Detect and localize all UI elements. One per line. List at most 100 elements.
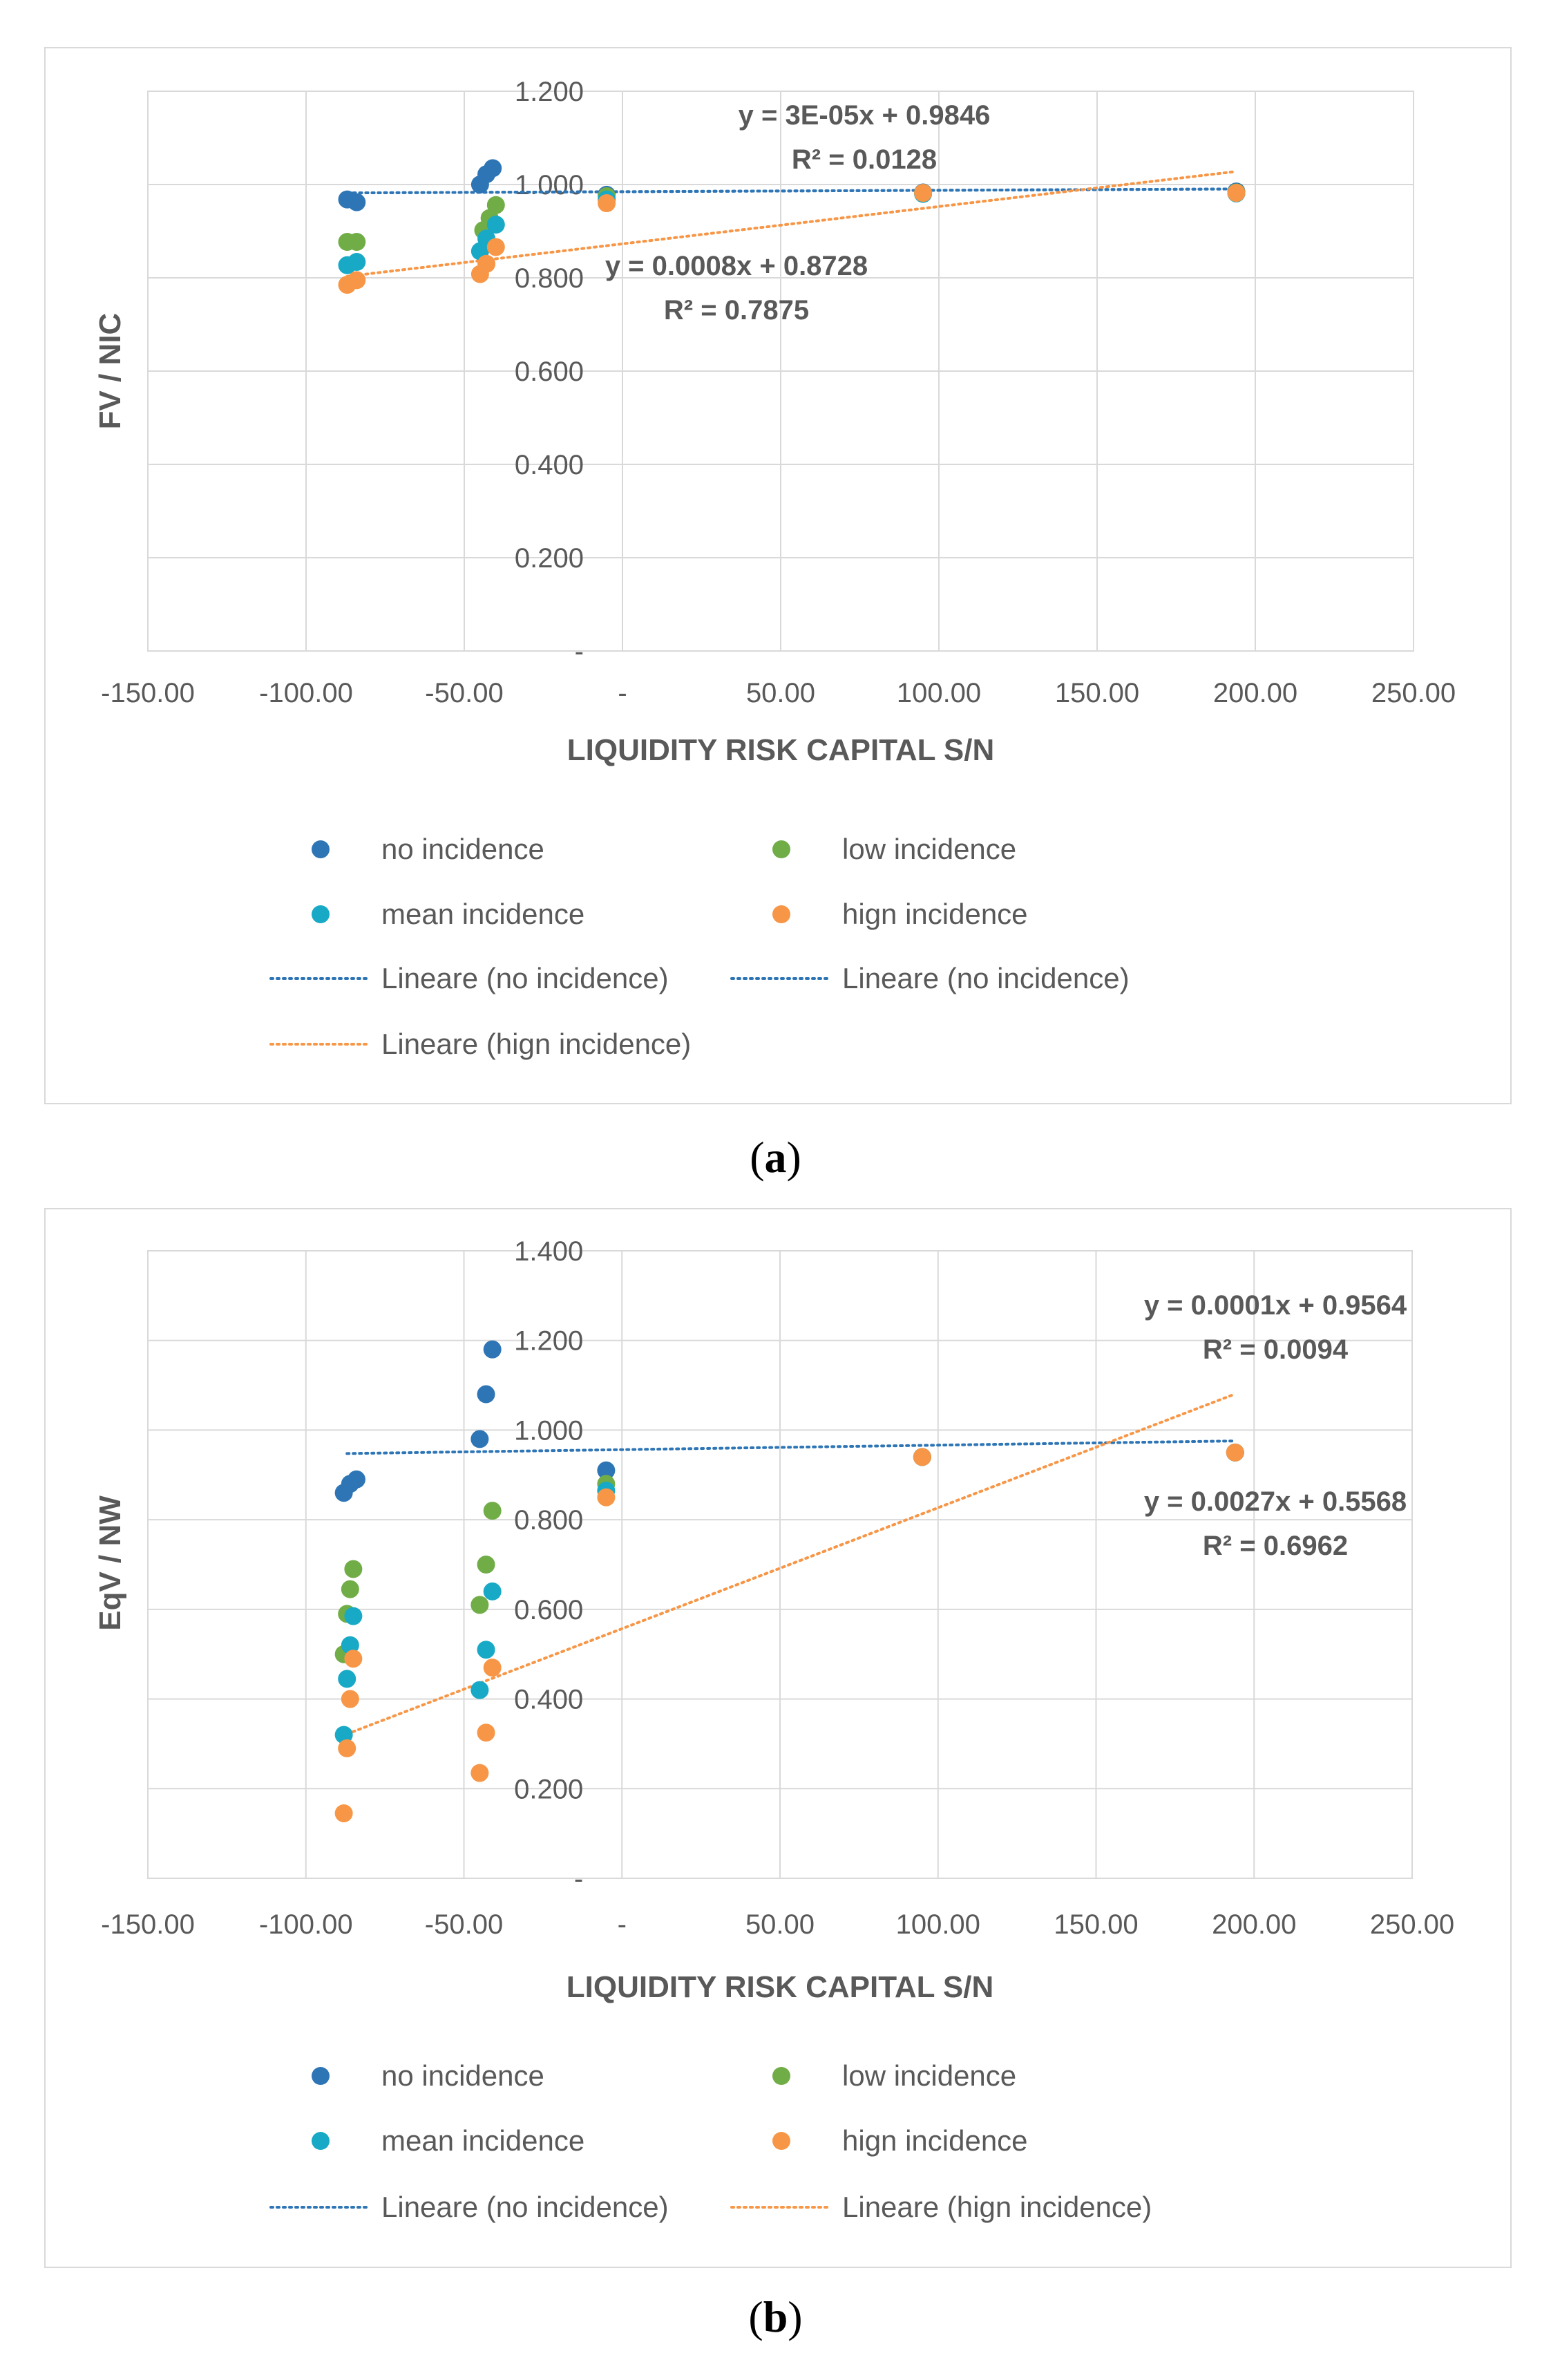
chart-b-legend-marker (312, 2132, 330, 2150)
chart-a-legend-label: Lineare (no incidence) (842, 962, 1130, 994)
chart-b-point-no-incidence (597, 1461, 616, 1480)
chart-b-x-tick-label: 200.00 (1212, 1909, 1296, 1940)
chart-a-legend-marker (772, 840, 790, 858)
chart-b-point-low-incidence (477, 1556, 495, 1574)
chart-b-point-mean-incidence (338, 1670, 356, 1688)
chart-a-point-mean-incidence (486, 216, 505, 234)
chart-b-point-mean-incidence (334, 1726, 353, 1744)
chart-a-point-no-incidence (484, 159, 502, 178)
caption-b: (b) (748, 2292, 803, 2341)
chart-b-x-tick-label: - (618, 1909, 627, 1940)
chart-b-x-tick-label: 50.00 (745, 1909, 815, 1940)
chart-b-point-hign-incidence (477, 1723, 495, 1742)
chart-a-x-tick-label: 100.00 (897, 678, 981, 708)
chart-a-y-tick-label: 0.800 (515, 263, 584, 294)
chart-b-trend-r2: R² = 0.6962 (1203, 1531, 1348, 1561)
chart-panel-b: -0.200 0.400 0.600 0.800 1.000 1.200 1.400 -150… (44, 1208, 1512, 2268)
chart-b-point-no-incidence (483, 1340, 502, 1359)
chart-b-y-tick-label: 0.600 (514, 1595, 583, 1625)
chart-b-point-hign-incidence (913, 1448, 931, 1466)
chart-a-legend-marker (772, 905, 790, 923)
chart-b-point-hign-incidence (1226, 1443, 1244, 1462)
chart-b-legend-label: low incidence (842, 2059, 1016, 2092)
chart-b-x-tick-label: 150.00 (1054, 1909, 1138, 1940)
chart-b-trend-equation: y = 0.0027x + 0.5568 (1144, 1486, 1407, 1517)
chart-b-point-hign-incidence (338, 1739, 356, 1757)
chart-a-legend-label: hign incidence (842, 898, 1028, 930)
chart-a-y-tick-label: 1.200 (515, 77, 584, 107)
chart-b-legend-marker (772, 2132, 790, 2150)
chart-a-x-tick-label: 50.00 (746, 678, 815, 708)
chart-b-y-tick-label: 1.000 (514, 1415, 583, 1446)
chart-b-legend-label: mean incidence (381, 2124, 584, 2157)
chart-b-y-tick-label: 1.400 (514, 1236, 583, 1267)
chart-b-point-hign-incidence (470, 1764, 489, 1782)
chart-a-trend-r2: R² = 0.7875 (664, 295, 809, 325)
chart-b-legend-label: Lineare (hign incidence) (842, 2191, 1152, 2223)
chart-a-point-mean-incidence (348, 253, 366, 272)
chart-a-point-hign-incidence (477, 254, 496, 273)
chart-b-legend-marker (772, 2067, 790, 2085)
chart-a-point-hign-incidence (486, 238, 505, 256)
chart-b-trend-r2: R² = 0.0094 (1203, 1334, 1349, 1365)
chart-a-trend-r2: R² = 0.0128 (792, 144, 937, 175)
chart-a-point-hign-incidence (1227, 184, 1246, 202)
chart-b-point-low-incidence (470, 1596, 489, 1614)
chart-a-legend-marker (312, 905, 330, 923)
chart-a-point-hign-incidence (348, 271, 366, 290)
chart-a-point-no-incidence (348, 193, 366, 211)
chart-b-point-mean-incidence (483, 1582, 502, 1600)
chart-b-y-tick-label: 0.400 (514, 1685, 583, 1715)
chart-b-x-tick-label: -150.00 (101, 1909, 195, 1940)
chart-b-legend-label: no incidence (381, 2059, 544, 2092)
chart-a-x-tick-label: -150.00 (101, 678, 195, 708)
chart-b-y-tick-label: 1.200 (514, 1326, 583, 1357)
chart-b-trendline (345, 1439, 1237, 1455)
chart-b-y-tick-label: 0.800 (514, 1505, 583, 1536)
chart-b-point-no-incidence (347, 1470, 365, 1489)
chart-a-x-tick-label: 200.00 (1213, 678, 1297, 708)
chart-b-point-no-incidence (477, 1385, 495, 1404)
chart-b-svg: -0.2000.4000.6000.8001.0001.2001.400-150… (93, 1236, 1454, 2223)
chart-b-point-hign-incidence (341, 1690, 359, 1708)
chart-a-point-low-incidence (486, 196, 505, 214)
chart-b-x-axis-title: LIQUIDITY RISK CAPITAL S/N (567, 1970, 994, 2004)
chart-a-y-tick-label: 0.200 (515, 543, 584, 574)
chart-b-point-no-incidence (470, 1430, 489, 1448)
chart-b-point-hign-incidence (334, 1804, 353, 1822)
chart-a-x-tick-label: - (618, 678, 627, 708)
chart-b-trendline (345, 1392, 1237, 1736)
chart-a-legend-label: no incidence (381, 833, 544, 865)
chart-a-x-tick-label: -100.00 (259, 678, 353, 708)
chart-a-legend-label: Lineare (no incidence) (381, 962, 669, 994)
chart-a-legend-label: Lineare (hign incidence) (381, 1028, 691, 1060)
chart-b-point-hign-incidence (344, 1650, 363, 1668)
chart-a-y-tick-label: 1.000 (515, 170, 584, 200)
chart-a-x-tick-label: 250.00 (1371, 678, 1456, 708)
chart-b-y-axis-title: EqV / NW (93, 1495, 127, 1631)
chart-b-y-tick-label: - (574, 1864, 583, 1894)
chart-b-point-low-incidence (483, 1502, 502, 1520)
chart-panel-a: -0.200 0.400 0.600 0.800 1.000 1.200 -150.00 -1… (44, 47, 1512, 1104)
chart-a-legend-label: mean incidence (381, 898, 584, 930)
chart-a-x-axis-title: LIQUIDITY RISK CAPITAL S/N (567, 733, 995, 767)
chart-a-y-tick-label: 0.600 (515, 357, 584, 387)
chart-a-legend-label: low incidence (842, 833, 1016, 865)
chart-b-point-mean-incidence (344, 1607, 363, 1625)
chart-a-y-tick-label: - (575, 636, 584, 667)
chart-a-x-tick-label: -50.00 (425, 678, 503, 708)
chart-b-legend-label: hign incidence (842, 2124, 1028, 2157)
chart-a-y-tick-label: 0.400 (515, 450, 584, 480)
caption-a-letter: a (764, 1133, 787, 1182)
chart-a-point-hign-incidence (914, 184, 933, 202)
chart-a-x-tick-label: 150.00 (1055, 678, 1139, 708)
chart-b-point-mean-incidence (470, 1681, 489, 1699)
chart-b-point-mean-incidence (341, 1636, 359, 1654)
chart-b-trend-equation: y = 0.0001x + 0.9564 (1144, 1290, 1407, 1321)
chart-b-y-tick-label: 0.200 (514, 1774, 583, 1804)
chart-b-x-tick-label: -100.00 (259, 1909, 353, 1940)
chart-a-trendline (345, 170, 1238, 278)
chart-a-legend-marker (312, 840, 330, 858)
chart-a-trend-equation: y = 0.0008x + 0.8728 (605, 251, 868, 281)
